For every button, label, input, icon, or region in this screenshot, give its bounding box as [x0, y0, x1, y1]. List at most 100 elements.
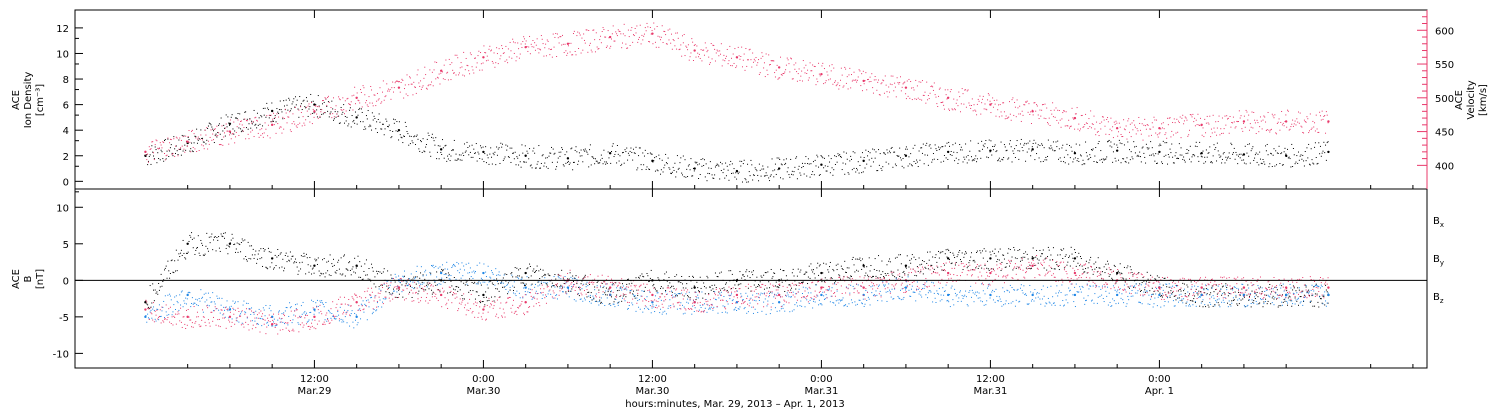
- velocity-series-sample: [776, 64, 778, 66]
- velocity-series-sample: [999, 104, 1001, 106]
- bx-series-sample: [1106, 268, 1108, 270]
- density-series-sample: [900, 159, 902, 161]
- bx-series-sample: [1052, 247, 1054, 249]
- bx-series-sample: [887, 272, 889, 274]
- bx-series-sample: [796, 284, 798, 286]
- velocity-series-sample: [1050, 109, 1052, 111]
- velocity-series-sample: [632, 41, 634, 43]
- density-series-sample: [381, 128, 383, 130]
- velocity-series-sample: [659, 36, 661, 38]
- density-series-sample: [821, 156, 823, 158]
- velocity-series-sample: [1281, 124, 1283, 126]
- bx-series-sample: [1005, 266, 1007, 268]
- bx-series-sample: [660, 286, 662, 288]
- velocity-series-sample: [1109, 128, 1111, 130]
- velocity-series-sample: [993, 99, 995, 101]
- bx-series-sample: [867, 276, 869, 278]
- velocity-series-sample: [1244, 126, 1246, 128]
- bx-series-sample: [1033, 257, 1035, 259]
- by-series-sample: [203, 293, 205, 295]
- velocity-series-sample: [1017, 107, 1019, 109]
- bx-series-sample: [339, 273, 341, 275]
- by-series-sample: [409, 278, 411, 280]
- bx-series-sample: [860, 260, 862, 262]
- bx-series-sample: [313, 272, 315, 274]
- bx-series-sample: [318, 270, 320, 272]
- density-series-sample: [442, 147, 444, 149]
- density-series-sample: [1229, 157, 1231, 159]
- velocity-series-sample: [338, 96, 340, 98]
- velocity-series-sample: [159, 142, 161, 144]
- bx-series-sample: [1158, 276, 1160, 278]
- density-series-sample: [267, 109, 269, 111]
- velocity-series-sample: [1219, 134, 1221, 136]
- bx-series-sample: [277, 249, 279, 251]
- density-series-sample: [737, 173, 739, 175]
- bx-series-sample: [1205, 306, 1207, 308]
- by-series-sample: [348, 304, 350, 306]
- by-series-sample: [245, 302, 247, 304]
- bx-series-sample: [325, 272, 327, 274]
- density-series-sample: [1075, 143, 1077, 145]
- bx-series-sample: [773, 272, 775, 274]
- by-series-sample: [588, 295, 590, 297]
- velocity-series-sample: [752, 52, 754, 54]
- bx-series-sample: [1317, 301, 1319, 303]
- density-series-sample: [689, 169, 691, 171]
- bx-series-sample: [619, 296, 621, 298]
- density-series-sample: [628, 154, 630, 156]
- velocity-series-sample: [665, 43, 667, 45]
- by-series-sample: [696, 297, 698, 299]
- density-series-sample: [217, 131, 219, 133]
- by-series-sample: [269, 305, 271, 307]
- by-series-sample: [210, 301, 212, 303]
- velocity-series-sample: [288, 116, 290, 118]
- velocity-series-sample: [990, 112, 992, 114]
- bx-series-sample: [1170, 290, 1172, 292]
- velocity-series-sample: [809, 62, 811, 64]
- bx-series-sample: [160, 273, 162, 275]
- velocity-series-sample: [511, 57, 513, 59]
- bx-series-sample: [1058, 265, 1060, 267]
- density-series-sample: [752, 179, 754, 181]
- velocity-series-sample: [253, 136, 255, 138]
- density-series-sample: [905, 148, 907, 150]
- velocity-series-sample: [832, 83, 834, 85]
- density-series-sample: [1005, 150, 1007, 152]
- density-series-sample: [1324, 152, 1326, 154]
- velocity-series-sample: [1093, 115, 1095, 117]
- velocity-series-sample: [420, 80, 422, 82]
- by-series-sample: [310, 311, 312, 313]
- velocity-series-sample: [580, 52, 582, 54]
- by-series-sample: [460, 277, 462, 279]
- velocity-series-sample: [687, 44, 689, 46]
- density-series-sample: [1238, 153, 1240, 155]
- velocity-series-sample: [475, 66, 477, 68]
- density-series-sample: [1218, 154, 1220, 156]
- bx-series-sample: [450, 280, 452, 282]
- bx-series-sample: [881, 260, 883, 262]
- bx-series-sample: [491, 296, 493, 298]
- velocity-series-sample: [459, 67, 461, 69]
- velocity-series-sample: [759, 72, 761, 74]
- density-series-sample: [1009, 143, 1011, 145]
- bx-series-sample: [509, 289, 511, 291]
- velocity-series-sample: [452, 72, 454, 74]
- by-series-sample: [552, 297, 554, 299]
- density-series-sample: [200, 129, 202, 131]
- density-series-sample: [297, 108, 299, 110]
- bx-series-sample: [512, 276, 514, 278]
- by-series-sample: [350, 313, 352, 315]
- bx-series-sample: [691, 287, 693, 289]
- bx-series-sample: [899, 275, 901, 277]
- velocity-series-sample: [1161, 127, 1163, 129]
- bx-series-sample: [1150, 274, 1152, 276]
- velocity-series-sample: [714, 60, 716, 62]
- bx-series-sample: [806, 271, 808, 273]
- density-series-sample: [430, 155, 432, 157]
- density-series-sample: [1109, 145, 1111, 147]
- density-series-sample: [972, 159, 974, 161]
- bx-series-sample: [321, 273, 323, 275]
- bx-series-sample: [770, 268, 772, 270]
- bx-series-sample: [800, 269, 802, 271]
